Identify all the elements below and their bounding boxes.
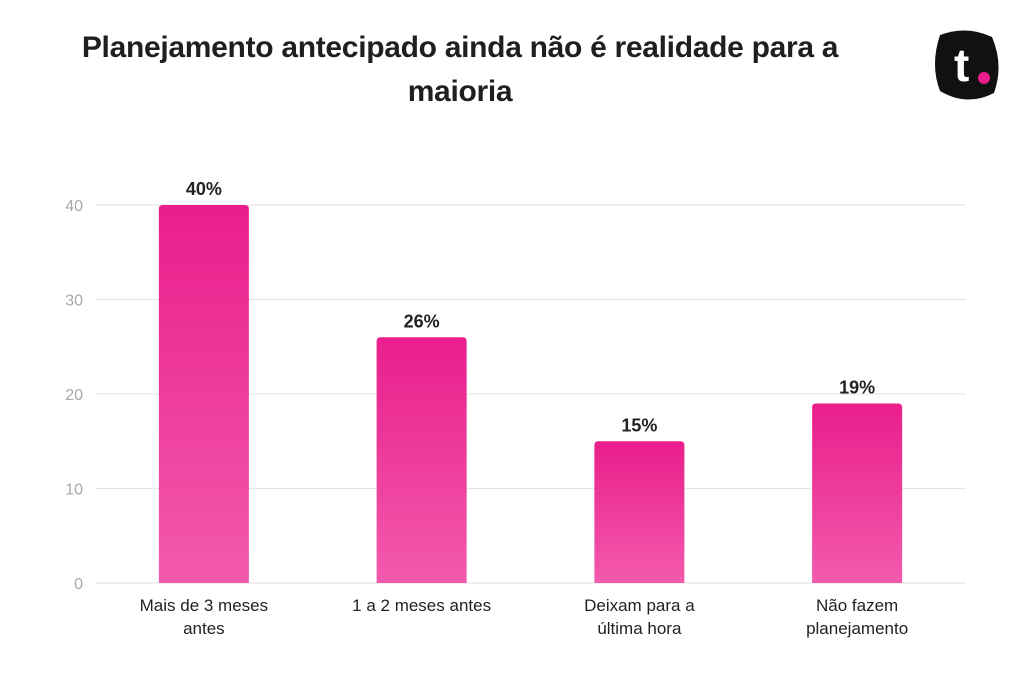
category-label: Mais de 3 meses — [140, 596, 269, 615]
bar — [812, 403, 903, 583]
value-label: 40% — [186, 179, 222, 199]
bars — [158, 205, 903, 583]
value-label: 26% — [404, 311, 440, 331]
category-label: antes — [183, 619, 225, 638]
bar — [158, 205, 249, 583]
category-label: Deixam para a — [584, 596, 695, 615]
bar — [376, 337, 467, 583]
y-tick-label: 20 — [65, 387, 83, 404]
logo-letter: t — [954, 39, 969, 91]
y-tick-label: 0 — [74, 576, 83, 593]
value-label: 15% — [621, 415, 657, 435]
category-label: planejamento — [806, 619, 908, 638]
y-axis-ticks: 0 10 20 30 40 — [65, 198, 83, 593]
logo-dot — [978, 72, 990, 84]
value-label: 19% — [839, 377, 875, 397]
chart-title: Planejamento antecipado ainda não é real… — [81, 31, 839, 108]
y-tick-label: 40 — [65, 198, 83, 215]
y-tick-label: 30 — [65, 293, 83, 310]
bar — [594, 441, 685, 583]
category-label: 1 a 2 meses antes — [352, 596, 491, 615]
category-label: Não fazem — [816, 596, 898, 615]
category-labels: Mais de 3 meses antes 1 a 2 meses antes Dei… — [140, 596, 909, 638]
category-label: última hora — [597, 619, 682, 638]
brand-logo: t — [935, 30, 999, 100]
y-tick-label: 10 — [65, 482, 83, 499]
value-labels: 40% 26% 15% 19% — [186, 179, 875, 435]
